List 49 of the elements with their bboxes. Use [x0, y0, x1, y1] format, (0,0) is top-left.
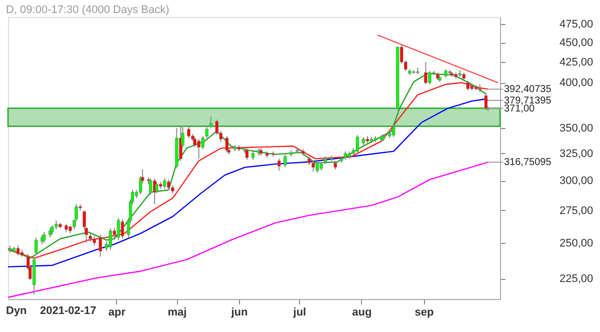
candlestick	[108, 228, 112, 250]
x-tick-label: sep	[414, 306, 434, 318]
candlestick	[215, 119, 218, 136]
text: 2021-02-17	[40, 305, 96, 317]
candlestick	[209, 116, 212, 129]
candlestick	[312, 160, 315, 172]
candlestick	[428, 70, 432, 85]
candlestick	[167, 179, 170, 190]
y-tick-label: 250,00	[560, 237, 594, 250]
candlestick	[356, 134, 360, 154]
candlestick	[424, 62, 428, 85]
y-tick-label: 225,00	[560, 273, 594, 286]
candlestick	[278, 158, 281, 172]
line-series	[7, 162, 489, 298]
y-tick-label: 450,00	[560, 37, 594, 50]
candlestick	[42, 232, 46, 244]
candlestick	[54, 220, 58, 230]
candlestick	[34, 236, 38, 256]
candlestick	[197, 138, 200, 160]
x-tick-label: jun	[230, 306, 248, 318]
y-tick-label: 400,00	[560, 77, 594, 90]
y-tick-label: 325,00	[560, 148, 594, 160]
candlestick	[225, 136, 228, 153]
candlestick	[316, 160, 319, 174]
candlestick	[120, 218, 124, 240]
candlestick	[193, 136, 196, 148]
y-tick-label: 475,00	[560, 18, 594, 31]
candlestick	[92, 236, 96, 246]
candlestick	[466, 80, 470, 91]
y-tick-label: 350,00	[560, 122, 594, 135]
candlestick	[116, 217, 120, 241]
candlestick	[284, 154, 287, 168]
x-tick-label: jul	[292, 306, 306, 318]
x-tick-label: aug	[352, 306, 372, 318]
y-tick-label: 300,00	[560, 175, 594, 188]
candlestick	[392, 124, 396, 138]
x-tick-label: maj	[168, 306, 187, 318]
annotation: 316,75095	[504, 157, 552, 168]
candlestick	[98, 234, 102, 258]
chart-title: D, 09:00-17:30 (4000 Days Back)	[6, 4, 170, 16]
x-tick-label: apr	[108, 306, 126, 318]
candlestick	[16, 245, 20, 256]
y-tick-label: 275,00	[560, 204, 594, 217]
candlestick	[163, 178, 166, 190]
candlestick	[48, 228, 52, 238]
annotation: 392,40735	[504, 84, 552, 96]
y-tick-label: 425,00	[560, 56, 594, 68]
candlestick	[187, 126, 190, 139]
text: Dyn	[6, 305, 28, 317]
